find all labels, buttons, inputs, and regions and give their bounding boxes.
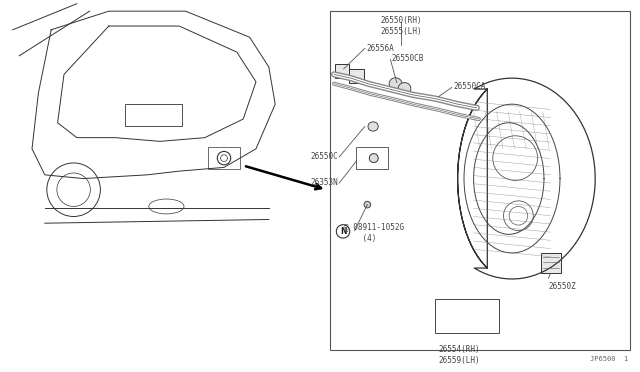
Text: 26554(RH)
26559(LH): 26554(RH) 26559(LH) (438, 345, 481, 365)
Ellipse shape (398, 83, 411, 94)
Ellipse shape (368, 122, 378, 131)
Text: JP6500  1: JP6500 1 (590, 356, 628, 362)
Text: N: N (340, 227, 346, 236)
Bar (435, 299, 499, 333)
Text: 26550(RH)
26555(LH): 26550(RH) 26555(LH) (380, 16, 422, 36)
Bar (349, 69, 364, 83)
Bar (356, 147, 388, 169)
Text: 26550C: 26550C (310, 152, 338, 161)
Text: 26550Z: 26550Z (548, 282, 576, 291)
Circle shape (364, 201, 371, 208)
Text: 26550CB: 26550CB (392, 54, 424, 63)
Bar (335, 64, 349, 78)
Text: 26556A: 26556A (367, 44, 394, 53)
Text: 26353N: 26353N (310, 178, 338, 187)
Bar (208, 147, 240, 169)
Bar (541, 253, 561, 273)
Text: 26550CA: 26550CA (453, 82, 486, 91)
Text: ③ 08911-1052G
    (4): ③ 08911-1052G (4) (344, 222, 404, 243)
Bar (330, 11, 630, 350)
Bar (125, 104, 182, 126)
Circle shape (369, 154, 378, 163)
Ellipse shape (389, 78, 402, 90)
